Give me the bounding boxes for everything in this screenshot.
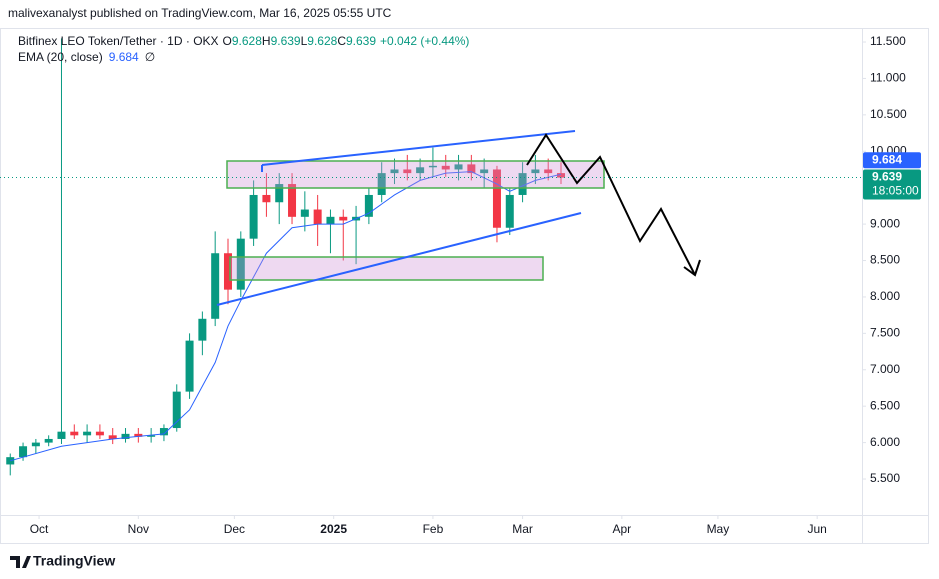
legend-item: 9.628 — [307, 34, 337, 48]
plot — [6, 38, 566, 476]
candle-body — [326, 216, 335, 225]
candle-body — [416, 167, 425, 174]
legend-item: 9.639 — [346, 34, 376, 48]
x-tick-label: 2025 — [320, 522, 347, 536]
legend-item: O — [223, 34, 232, 48]
candle-body — [262, 194, 271, 203]
candle-body — [83, 431, 92, 436]
countdown-label: 18:05:00 — [872, 184, 919, 198]
candle-body — [95, 431, 104, 436]
candle-body — [454, 164, 463, 170]
candle-body — [441, 165, 450, 170]
legend-item: H — [262, 34, 271, 48]
y-tick-label: 5.500 — [870, 471, 900, 485]
candle-body — [44, 438, 53, 443]
candle-body — [172, 391, 181, 429]
candle-body — [185, 340, 194, 392]
ema-price-label: 9.684 — [872, 152, 902, 166]
legend: Bitfinex LEO Token/Tether · 1D · OKX O9.6… — [18, 34, 469, 48]
drawings — [216, 130, 701, 306]
brand-logo — [10, 556, 31, 568]
candle-body — [544, 169, 553, 174]
candle-body — [300, 209, 309, 217]
y-tick-label: 9.000 — [870, 216, 900, 230]
y-tick-label: 10.500 — [870, 107, 907, 121]
legend-item: Bitfinex LEO Token/Tether · 1D · OKX — [18, 34, 219, 48]
x-tick-label: May — [707, 522, 730, 536]
publisher: malivexanalyst published on TradingView.… — [8, 6, 392, 20]
x-tick-label: Nov — [128, 522, 149, 536]
candle-body — [505, 194, 514, 228]
candle-body — [121, 433, 130, 439]
candle-body — [531, 169, 540, 174]
ema-line — [10, 171, 562, 462]
candle-body — [390, 169, 399, 174]
trend-line — [261, 130, 576, 166]
candle-body — [19, 446, 28, 458]
candle-body — [236, 238, 245, 290]
candle-body — [518, 173, 527, 195]
x-tick-label: Jun — [807, 522, 826, 536]
legend-item: ∅ — [145, 50, 155, 64]
zone — [226, 160, 605, 189]
candle-body — [275, 184, 284, 203]
candle-body — [211, 253, 220, 319]
candle-body — [492, 169, 501, 228]
y-tick-label: 8.000 — [870, 289, 900, 303]
trend-line — [216, 212, 582, 306]
candle-body — [428, 165, 437, 168]
candle-body — [223, 253, 232, 290]
candle-body — [70, 431, 79, 436]
candle-body — [377, 173, 386, 195]
legend-item: 9.628 — [232, 34, 262, 48]
legend-item: C — [337, 34, 346, 48]
legend-item: 9.684 — [109, 50, 139, 64]
last-price-tag — [863, 169, 921, 200]
ema-price-tag — [863, 152, 921, 169]
legend-ema: EMA (20, close) 9.684 ∅ — [18, 50, 155, 64]
candle-body — [557, 173, 566, 178]
projection-path — [526, 133, 696, 276]
legend-item: +0.042 (+0.44%) — [380, 34, 469, 48]
y-tick-label: 6.500 — [870, 398, 900, 412]
candle-body — [403, 169, 412, 174]
x-tick-label: Apr — [613, 522, 632, 536]
y-tick-label: 11.000 — [870, 71, 906, 85]
logo-icon — [10, 556, 31, 568]
candle-body — [159, 428, 168, 436]
x-tick-label: Mar — [512, 522, 533, 536]
last-price-label: 9.639 — [872, 170, 902, 184]
candle-body — [57, 431, 66, 439]
candle-body — [134, 433, 143, 437]
candle-body — [339, 216, 348, 221]
y-tick-label: 7.000 — [870, 362, 900, 376]
candle-body — [313, 209, 322, 225]
legend-item: 9.639 — [271, 34, 301, 48]
y-tick-label: 11.500 — [870, 34, 906, 48]
y-tick-label: 8.500 — [870, 253, 900, 267]
candle-body — [147, 435, 156, 437]
legend-item: L — [301, 34, 308, 48]
candle-body — [198, 318, 207, 341]
x-tick-label: Dec — [224, 522, 245, 536]
brand: TradingView — [33, 553, 115, 569]
candle-body — [108, 435, 117, 439]
candle-body — [467, 164, 476, 174]
candle-body — [249, 194, 258, 239]
x-tick-label: Oct — [30, 522, 49, 536]
candle-body — [364, 194, 373, 217]
candle-body — [480, 169, 489, 174]
zone — [229, 256, 544, 281]
arrow-head — [683, 259, 701, 277]
candle-body — [288, 184, 297, 217]
y-tick-label: 7.500 — [870, 326, 900, 340]
frame — [0, 28, 929, 544]
x-tick-label: Feb — [423, 522, 444, 536]
candle-body — [31, 442, 40, 447]
y-tick-label: 6.000 — [870, 435, 900, 449]
legend-item: EMA (20, close) — [18, 50, 103, 64]
